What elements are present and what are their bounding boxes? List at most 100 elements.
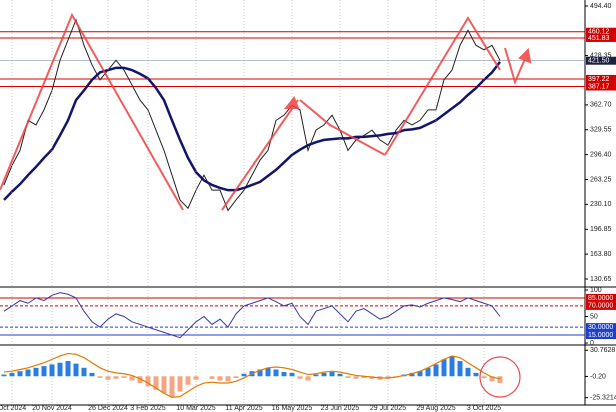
trend-line	[221, 99, 299, 211]
histogram-bar	[9, 372, 15, 377]
level-label: 460.12	[588, 29, 610, 36]
histogram-bar	[497, 376, 503, 384]
histogram-bar	[457, 361, 463, 377]
level-label-box	[586, 293, 616, 302]
histogram-bar	[121, 376, 127, 378]
histogram-bar	[25, 369, 31, 377]
y-tick-label: 100	[590, 287, 602, 294]
current-price-box	[586, 56, 616, 65]
histogram-bar	[345, 376, 351, 378]
x-tick-label: Oct 2024	[0, 405, 26, 412]
histogram-bar	[217, 376, 223, 381]
histogram-bar	[1, 374, 7, 377]
histogram-bar	[433, 364, 439, 377]
histogram-bar	[425, 367, 431, 377]
x-tick-label: 20 Nov 2024	[32, 405, 72, 412]
level-label-box	[586, 331, 616, 340]
y-tick-label: 263.25	[590, 176, 612, 183]
y-tick-label: 362.70	[590, 102, 612, 109]
level-label-box	[586, 301, 616, 310]
histogram-bar	[137, 376, 143, 384]
histogram-bar	[153, 376, 159, 390]
histogram-bar	[449, 355, 455, 377]
x-tick-label: 3 Feb 2025	[130, 405, 166, 412]
x-tick-label: 10 Mar 2025	[176, 405, 215, 412]
histogram-bar	[305, 376, 311, 381]
highlight-circle	[479, 356, 521, 398]
histogram-bar	[273, 369, 279, 377]
y-tick-label: 50	[590, 313, 598, 320]
trend-line	[299, 99, 386, 156]
histogram-bar	[57, 362, 63, 377]
histogram-bar	[73, 363, 79, 377]
histogram-bar	[465, 367, 471, 377]
level-label-box	[586, 27, 616, 36]
histogram-bar	[489, 376, 495, 382]
y-tick-label: 163.80	[590, 251, 612, 258]
trend-line	[384, 16, 501, 156]
x-tick-label: 11 Apr 2025	[225, 405, 262, 412]
histogram-bar	[321, 372, 327, 377]
histogram-bar	[33, 367, 39, 377]
y-tick-label: 494.40	[590, 3, 612, 10]
histogram-bar	[209, 376, 215, 379]
level-label: 30.0000	[588, 324, 613, 331]
histogram-bar	[129, 376, 135, 381]
level-label-box	[586, 74, 616, 83]
level-label: 85.0000	[588, 295, 613, 302]
histogram-bar	[409, 372, 415, 377]
histogram-bar	[233, 376, 239, 378]
y-tick-label: 428.35	[590, 52, 612, 59]
trend-annotations	[0, 12, 532, 398]
level-label: 451.83	[588, 35, 610, 42]
histogram-bar	[473, 372, 479, 377]
level-label-box	[586, 82, 616, 91]
histogram-bar	[481, 376, 487, 378]
arrow-head	[518, 47, 532, 64]
histogram-bar	[337, 373, 343, 377]
series-line	[3, 352, 501, 399]
y-tick-label: 329.55	[590, 127, 612, 134]
level-label: 70.0000	[588, 303, 613, 310]
histogram-bar	[49, 364, 55, 377]
histogram-bar	[281, 372, 287, 377]
histogram-bar	[265, 367, 271, 377]
y-tick-label: 30.7628	[590, 347, 615, 354]
histogram-bar	[17, 371, 23, 377]
x-tick-label: 29 Aug 2025	[416, 405, 455, 412]
arrow-head	[283, 96, 300, 109]
series-line	[3, 18, 501, 212]
histogram-bar	[241, 373, 247, 377]
histogram-bar	[193, 376, 199, 380]
histogram-bar	[105, 376, 111, 380]
level-label-box	[586, 323, 616, 332]
histogram-bar	[65, 361, 71, 377]
histogram-bar	[113, 376, 119, 379]
y-tick-label: -25.3214	[590, 395, 616, 402]
level-label-box	[586, 33, 616, 42]
histogram-bar	[145, 376, 151, 387]
histogram-bar	[161, 376, 167, 394]
x-tick-label: 26 Dec 2024	[88, 405, 128, 412]
histogram-bar	[185, 376, 191, 385]
histogram-bar	[313, 374, 319, 377]
y-tick-label: 196.85	[590, 226, 612, 233]
y-tick-label: 230.10	[590, 201, 612, 208]
series-line	[3, 61, 501, 201]
histogram-bar	[441, 359, 447, 377]
histogram-bar	[41, 366, 47, 377]
current-price-label: 421.50	[588, 58, 610, 65]
trend-line	[504, 47, 529, 85]
level-label: 397.22	[588, 76, 610, 83]
x-tick-label: 23 Jun 2025	[321, 405, 360, 412]
histogram-bar	[169, 376, 175, 397]
histogram-bar	[289, 372, 295, 377]
histogram-bar	[89, 372, 95, 377]
histogram-bar	[225, 376, 231, 382]
histogram-bar	[353, 376, 359, 379]
level-label: 387.17	[588, 83, 610, 90]
histogram-bar	[417, 371, 423, 377]
